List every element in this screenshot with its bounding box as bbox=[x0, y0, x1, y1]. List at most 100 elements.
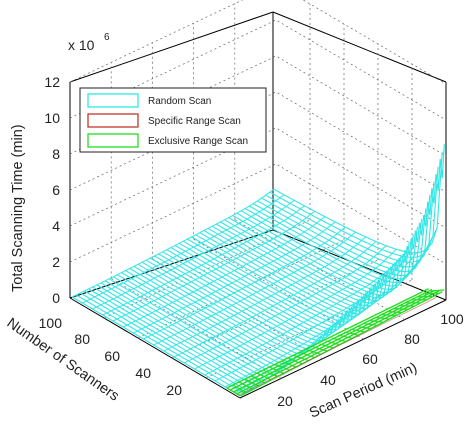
random-scan-mesh-line bbox=[122, 216, 326, 328]
random-scan-mesh-line bbox=[96, 284, 266, 381]
random-scan-mesh-line bbox=[88, 288, 257, 386]
y-tick-label: 60 bbox=[104, 348, 120, 364]
exclusive-range-scan-line bbox=[325, 340, 340, 346]
z-gridline bbox=[69, 0, 447, 85]
exclusive-range-scan-line bbox=[424, 292, 439, 295]
random-scan-mesh-line bbox=[163, 236, 367, 352]
random-scan-mesh-line bbox=[257, 200, 427, 273]
random-scan-mesh-line bbox=[207, 227, 377, 309]
z-tick-label: 6 bbox=[52, 182, 60, 198]
legend: Random Scan Specific Range Scan Exclusiv… bbox=[79, 87, 267, 153]
exclusive-range-scan-line bbox=[226, 387, 241, 397]
exclusive-range-scan-line bbox=[313, 346, 328, 352]
z-scale-exponent: 6 bbox=[104, 32, 110, 43]
z-tick-label: 0 bbox=[52, 290, 60, 306]
y-tick-label: 100 bbox=[39, 315, 63, 331]
exclusive-range-scan-line bbox=[229, 288, 433, 391]
floor-gridline bbox=[137, 239, 345, 339]
exclusive-range-scan-line bbox=[350, 328, 365, 333]
x-tick-label: 40 bbox=[320, 372, 336, 388]
z-gridline bbox=[69, 91, 447, 193]
floor-front-left-edge bbox=[69, 297, 241, 399]
random-scan-mesh-line bbox=[211, 225, 381, 307]
random-scan-mesh-line bbox=[102, 205, 305, 316]
exclusive-range-scan-line bbox=[269, 366, 284, 375]
x-tick-label: 20 bbox=[277, 393, 293, 409]
exclusive-range-scan-line bbox=[236, 290, 440, 395]
random-scan-mesh-line bbox=[143, 226, 346, 340]
exclusive-range-scan-line bbox=[300, 352, 315, 358]
exclusive-range-scan-line bbox=[294, 355, 309, 362]
legend-swatch-random-scan bbox=[87, 93, 139, 108]
random-scan-mesh-line bbox=[92, 286, 262, 383]
random-scan-mesh-line bbox=[220, 221, 390, 302]
exclusive-range-scan-line bbox=[362, 322, 377, 326]
random-scan-mesh-line bbox=[121, 272, 291, 366]
random-scan-mesh-line bbox=[224, 219, 394, 299]
random-scan-mesh-line bbox=[80, 292, 249, 391]
random-scan-mesh-line bbox=[117, 274, 286, 368]
random-scan-mesh-line bbox=[137, 263, 307, 355]
z-tick-label: 2 bbox=[52, 254, 60, 270]
z-gridline bbox=[69, 127, 447, 229]
random-scan-mesh-line bbox=[216, 223, 386, 304]
exclusive-range-scan-line bbox=[393, 308, 408, 310]
random-scan-mesh-line bbox=[265, 181, 435, 263]
z-tick-label: 12 bbox=[44, 74, 60, 90]
exclusive-range-scan-line bbox=[288, 358, 303, 365]
random-scan-mesh-line bbox=[104, 280, 274, 376]
random-scan-mesh-line bbox=[92, 199, 295, 310]
x-tick-label: 80 bbox=[404, 331, 420, 347]
legend-swatch-specific-range-scan bbox=[87, 113, 139, 128]
exclusive-range-scan-line bbox=[233, 289, 436, 393]
exclusive-range-scan-line bbox=[232, 384, 247, 394]
surfaces bbox=[71, 144, 445, 397]
random-scan-mesh-line bbox=[191, 236, 361, 320]
legend-label-exclusive-range-scan: Exclusive Range Scan bbox=[148, 136, 248, 147]
random-scan-mesh-line bbox=[178, 242, 349, 328]
z-scale-multiplier: x 10 6 bbox=[68, 32, 110, 53]
floor-gridline bbox=[103, 219, 311, 319]
exclusive-range-scan-line bbox=[263, 369, 278, 378]
random-scan-mesh-line bbox=[75, 294, 245, 394]
exclusive-range-scan-line bbox=[238, 381, 254, 391]
random-scan-mesh-line bbox=[133, 265, 303, 358]
z-scale-label: x 10 bbox=[68, 37, 95, 53]
z-axis-title: Total Scanning Time (min) bbox=[10, 124, 26, 292]
random-scan-mesh-line bbox=[199, 232, 369, 315]
top-back-right-edge bbox=[272, 11, 447, 83]
random-scan-mesh-line bbox=[204, 251, 407, 376]
exclusive-range-scan-line bbox=[245, 378, 260, 387]
y-tick-label: 40 bbox=[135, 365, 151, 381]
y-tick-label: 80 bbox=[74, 331, 90, 347]
x-axis-title: Scan Period (min) bbox=[307, 360, 420, 422]
random-scan-mesh-line bbox=[141, 261, 311, 352]
random-scan-mesh-line bbox=[71, 188, 275, 298]
z-tick-label: 4 bbox=[52, 218, 60, 234]
exclusive-range-scan-line bbox=[381, 313, 395, 317]
random-scan-mesh-line bbox=[184, 245, 387, 364]
exclusive-range-scan-line bbox=[430, 289, 445, 292]
random-scan-mesh-line bbox=[183, 240, 353, 326]
random-scan-mesh-line bbox=[133, 221, 336, 334]
exclusive-range-scan-line bbox=[368, 319, 383, 323]
random-scan-mesh-line bbox=[253, 203, 423, 277]
random-scan-mesh-line bbox=[112, 210, 316, 322]
random-scan-mesh-line bbox=[71, 296, 241, 397]
exclusive-range-scan-line bbox=[226, 288, 429, 389]
floor-front-right-edge bbox=[239, 299, 447, 399]
random-scan-mesh-line bbox=[224, 248, 428, 388]
legend-label-specific-range-scan: Specific Range Scan bbox=[148, 116, 241, 127]
random-scan-mesh-line bbox=[113, 276, 282, 371]
random-scan-mesh-line bbox=[145, 259, 315, 350]
x-tick-label: 60 bbox=[362, 351, 378, 367]
exclusive-range-scan-line bbox=[240, 291, 443, 397]
exclusive-range-scan-line bbox=[375, 316, 389, 320]
random-scan-mesh-line bbox=[174, 244, 344, 331]
y-tick-label: 20 bbox=[166, 382, 182, 398]
random-scan-mesh-line bbox=[82, 194, 285, 304]
z-gridline bbox=[69, 163, 447, 265]
random-scan-mesh-line bbox=[125, 270, 295, 363]
exclusive-range-scan-line bbox=[344, 331, 358, 336]
gridlines bbox=[69, 0, 447, 379]
